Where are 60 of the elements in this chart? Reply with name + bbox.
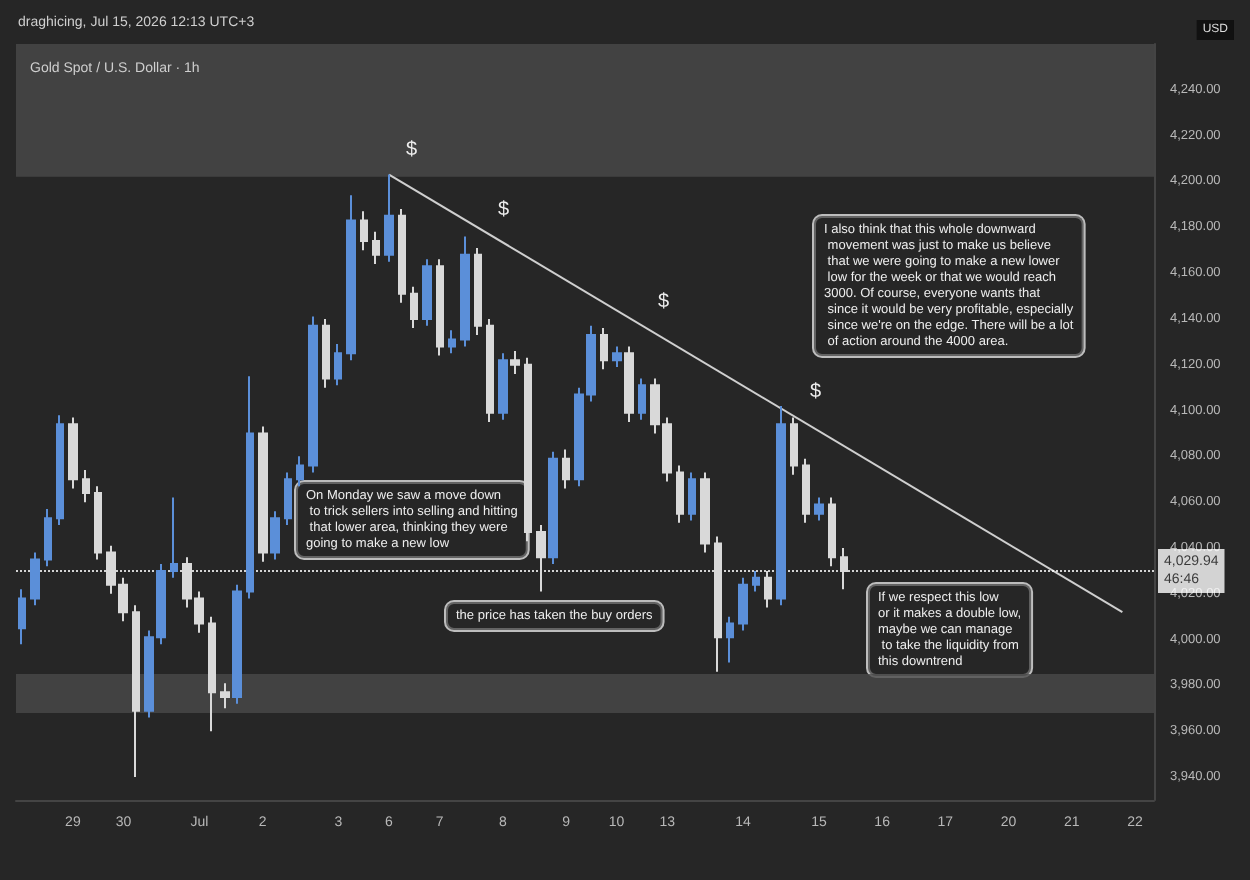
candlestick (270, 510, 280, 561)
candlestick (802, 457, 810, 524)
candlestick (258, 425, 268, 563)
candlestick (714, 535, 722, 673)
candlestick (56, 414, 64, 527)
candlestick (208, 615, 216, 733)
candlestick (308, 315, 318, 474)
candlestick (384, 173, 394, 263)
candlestick (536, 524, 546, 593)
candlestick (82, 469, 90, 504)
candlestick (752, 569, 760, 593)
candlestick (422, 258, 432, 327)
candlestick (460, 235, 470, 348)
annotation: $ (658, 291, 670, 313)
candlestick (220, 682, 230, 710)
candlestick (510, 349, 520, 375)
candlestick (334, 343, 342, 387)
candlestick (638, 377, 646, 421)
candlestick (398, 207, 406, 304)
candlestick (738, 576, 748, 632)
candlestick (284, 471, 292, 527)
candlestick (448, 329, 456, 355)
candlestick (346, 194, 356, 362)
candlestick (474, 246, 482, 336)
candlestick (170, 496, 178, 579)
candlestick (688, 471, 696, 522)
candlestick (232, 583, 242, 705)
candlestick (296, 455, 304, 488)
candlestick (676, 464, 684, 524)
candlestick (498, 352, 508, 421)
candlestick (30, 551, 40, 607)
candlestick (624, 345, 634, 423)
candlestick (94, 485, 102, 561)
candlestick (360, 210, 368, 252)
candlestick (700, 471, 710, 554)
candlestick (524, 356, 532, 543)
annotation: $ (810, 381, 822, 403)
candlestick (840, 547, 848, 591)
candlestick (828, 496, 836, 568)
candlestick (600, 327, 608, 371)
candlestick (486, 317, 494, 423)
candlestick (548, 450, 558, 566)
candlestick (436, 258, 444, 357)
candlestick (562, 448, 570, 490)
candlestick (790, 416, 798, 476)
candlestick (44, 508, 52, 568)
candlestick (612, 345, 622, 369)
candlestick (764, 569, 772, 609)
candlestick (814, 496, 824, 522)
candlestick (18, 588, 26, 646)
candlestick (726, 615, 734, 664)
candlestick (410, 285, 418, 330)
candlestick (68, 416, 78, 490)
candlestick (132, 604, 140, 779)
candlestick (246, 375, 254, 600)
annotation: $ (406, 139, 418, 161)
annotation: $ (498, 199, 510, 221)
candlestick (776, 404, 786, 607)
candlestick (372, 230, 380, 265)
candlestick (322, 317, 330, 389)
